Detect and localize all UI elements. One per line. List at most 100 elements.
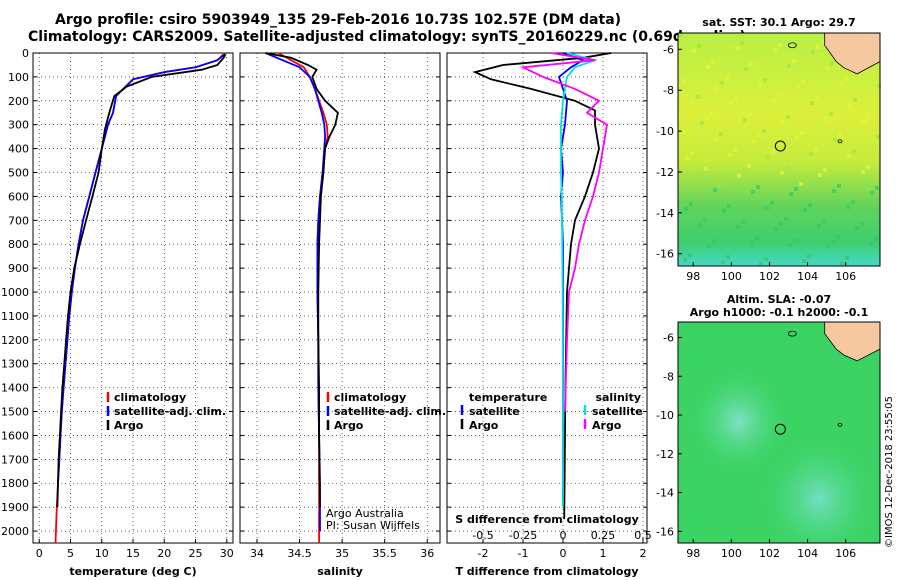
x-tick-label: 10: [95, 547, 109, 560]
map-pixel: [777, 94, 781, 98]
series-line-argo: [265, 52, 339, 508]
map-anomaly: [678, 322, 880, 543]
legend-item: Argo: [334, 419, 364, 432]
island: [837, 422, 843, 427]
map-pixel: [743, 118, 747, 122]
title-line-1: Argo profile: csiro 5903949_135 29-Feb-2…: [55, 12, 622, 28]
map-pixel: [689, 202, 693, 206]
credit-annotation: Argo Australia: [326, 507, 404, 520]
map-pixel: [691, 100, 695, 104]
map-pixel: [727, 204, 731, 208]
map-title: Argo h1000: -0.1 h2000: -0.1: [690, 306, 868, 319]
map-pixel: [764, 257, 768, 261]
map-pixel: [826, 245, 830, 249]
map-pixel: [861, 170, 865, 174]
map-pixel: [741, 220, 745, 224]
map-pixel: [751, 190, 755, 194]
map-pixel: [726, 255, 730, 259]
map-pixel: [756, 185, 760, 189]
y-tick-label: 700: [8, 214, 29, 227]
map-pixel: [793, 238, 797, 242]
map-pixel: [836, 235, 840, 239]
map-pixel: [692, 49, 696, 53]
x-tick-label: 0: [560, 547, 567, 560]
map-frame: [677, 321, 881, 544]
map-pixel: [750, 241, 754, 245]
map-pixel: [759, 262, 763, 266]
map-pixel: [778, 43, 782, 47]
x-tick-label: -2: [478, 547, 489, 560]
y-tick-label: 1800: [1, 477, 29, 490]
y-tick-label: 1500: [1, 406, 29, 419]
map-pixel: [874, 237, 878, 241]
map-pixel: [718, 183, 722, 187]
map-pixel: [740, 41, 744, 45]
map-pixel: [799, 182, 803, 186]
s-tick-label: 0.5: [634, 529, 652, 542]
legend-item: Argo: [592, 419, 622, 432]
map-pixel: [742, 169, 746, 173]
y-tick-label: 1000: [1, 286, 29, 299]
map-pixel: [690, 151, 694, 155]
x-tick-label: 35.5: [372, 547, 397, 560]
map-pixel: [704, 167, 708, 171]
map-pixel: [860, 221, 864, 225]
island: [787, 330, 797, 337]
map-pixel: [735, 46, 739, 50]
map-x-tick-label: 98: [686, 547, 700, 560]
map-pixel: [807, 254, 811, 258]
legend-item: satellite: [592, 405, 643, 418]
map-pixel: [696, 95, 700, 99]
map-pixel: [840, 261, 844, 265]
y-tick-label: 1600: [1, 429, 29, 442]
legend-heading-temperature: temperature: [469, 391, 547, 404]
map-pixel: [866, 165, 870, 169]
map-y-tick-label: -16: [656, 525, 674, 538]
map-pixel: [700, 121, 704, 125]
map-pixel: [785, 166, 789, 170]
map-title: Altim. SLA: -0.07: [727, 293, 831, 306]
x-tick-label: 15: [126, 547, 140, 560]
map-pixel: [737, 174, 741, 178]
island: [837, 139, 843, 144]
map-pixel: [747, 164, 751, 168]
map-sla: 98 100 102 104 106 -6 -8 -10 -12 -14 -16 Altim. SLA…: [656, 293, 881, 560]
legend-heading-salinity: salinity: [595, 391, 641, 404]
map-pixel: [771, 150, 775, 154]
x-axis-label: temperature (deg C): [69, 565, 196, 578]
panel-salinity: 34 34.5 35 35.5 36 salinity: [239, 52, 441, 578]
map-pixel: [705, 116, 709, 120]
map-pixel: [833, 138, 837, 142]
y-tick-label: 1700: [1, 453, 29, 466]
map-y-tick-label: -14: [656, 207, 674, 220]
map-pixel: [722, 209, 726, 213]
legend-item: satellite-adj. clim.: [334, 405, 446, 418]
map-pixel: [733, 148, 737, 152]
legend-item: Argo: [469, 419, 499, 432]
map-pixel: [853, 98, 857, 102]
map-pixel: [862, 119, 866, 123]
map-pixel: [703, 218, 707, 222]
map-pixel: [682, 79, 686, 83]
footer-credit: ©IMOS 12-Dec-2018 23:55:05: [884, 396, 895, 548]
y-tick-label: 1300: [1, 358, 29, 371]
legend-item: satellite: [469, 405, 520, 418]
map-pixel: [802, 259, 806, 263]
map-pixel: [825, 66, 829, 70]
map-pixel: [715, 86, 719, 90]
map-x-tick-label: 98: [686, 270, 700, 283]
map-pixel: [684, 207, 688, 211]
map-pixel: [744, 67, 748, 71]
x-tick-label: 30: [220, 547, 234, 560]
map-pixel: [831, 240, 835, 244]
map-pixel: [734, 97, 738, 101]
map-pixel: [817, 224, 821, 228]
map-y-tick-label: -8: [663, 84, 674, 97]
map-x-tick-label: 104: [797, 547, 818, 560]
s-tick-label: -0.5: [472, 529, 493, 542]
credit-annotation: PI: Susan Wijffels: [326, 519, 420, 532]
y-tick-label: 600: [8, 190, 29, 203]
map-pixel: [837, 184, 841, 188]
map-pixel: [706, 65, 710, 69]
map-pixel: [755, 236, 759, 240]
